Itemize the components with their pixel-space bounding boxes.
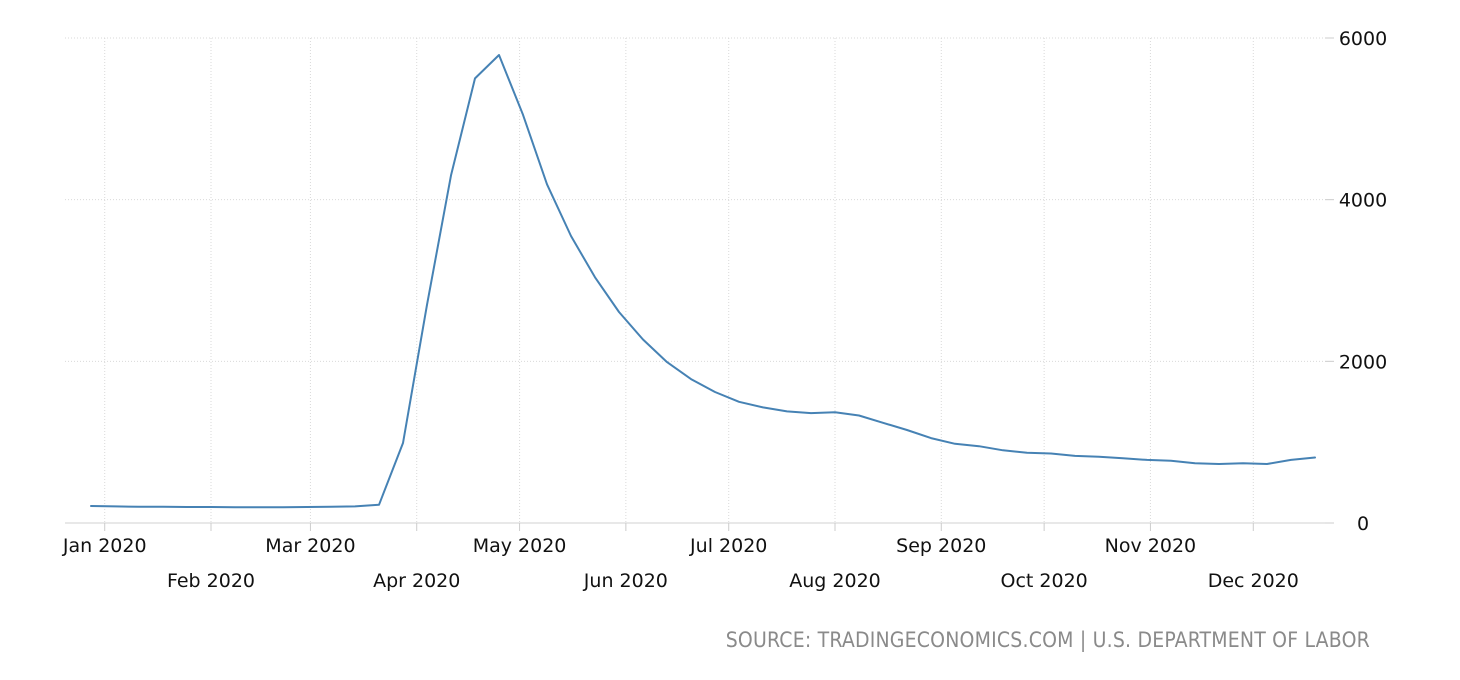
series-line bbox=[90, 54, 1316, 509]
series-layer bbox=[90, 54, 1316, 509]
x-tick-label: Jul 2020 bbox=[689, 535, 767, 557]
x-tick-label: Mar 2020 bbox=[265, 535, 355, 557]
axis-layer bbox=[65, 37, 1334, 531]
y-tick-label: 4000 bbox=[1339, 190, 1387, 212]
x-tick-label: Sep 2020 bbox=[896, 535, 986, 557]
x-tick-label: May 2020 bbox=[473, 535, 567, 557]
grid-layer bbox=[65, 37, 1325, 523]
source-note: SOURCE: TRADINGECONOMICS.COM | U.S. DEPA… bbox=[725, 628, 1370, 652]
x-tick-label: Aug 2020 bbox=[789, 570, 881, 592]
label-layer: 6000 4000 2000 0 Jan 2020 Feb 2020 Mar 2020 Apr… bbox=[62, 28, 1387, 592]
y-tick-label: 2000 bbox=[1339, 351, 1387, 373]
x-tick-label: Jan 2020 bbox=[62, 535, 147, 557]
x-tick-label: Apr 2020 bbox=[373, 570, 460, 592]
x-tick-label: Jun 2020 bbox=[583, 570, 668, 592]
y-tick-label: 6000 bbox=[1339, 28, 1387, 50]
y-tick-label: 0 bbox=[1357, 513, 1369, 535]
x-tick-label: Oct 2020 bbox=[1001, 570, 1088, 592]
x-tick-label: Nov 2020 bbox=[1105, 535, 1196, 557]
x-tick-label: Feb 2020 bbox=[167, 570, 255, 592]
x-tick-label: Dec 2020 bbox=[1208, 570, 1299, 592]
